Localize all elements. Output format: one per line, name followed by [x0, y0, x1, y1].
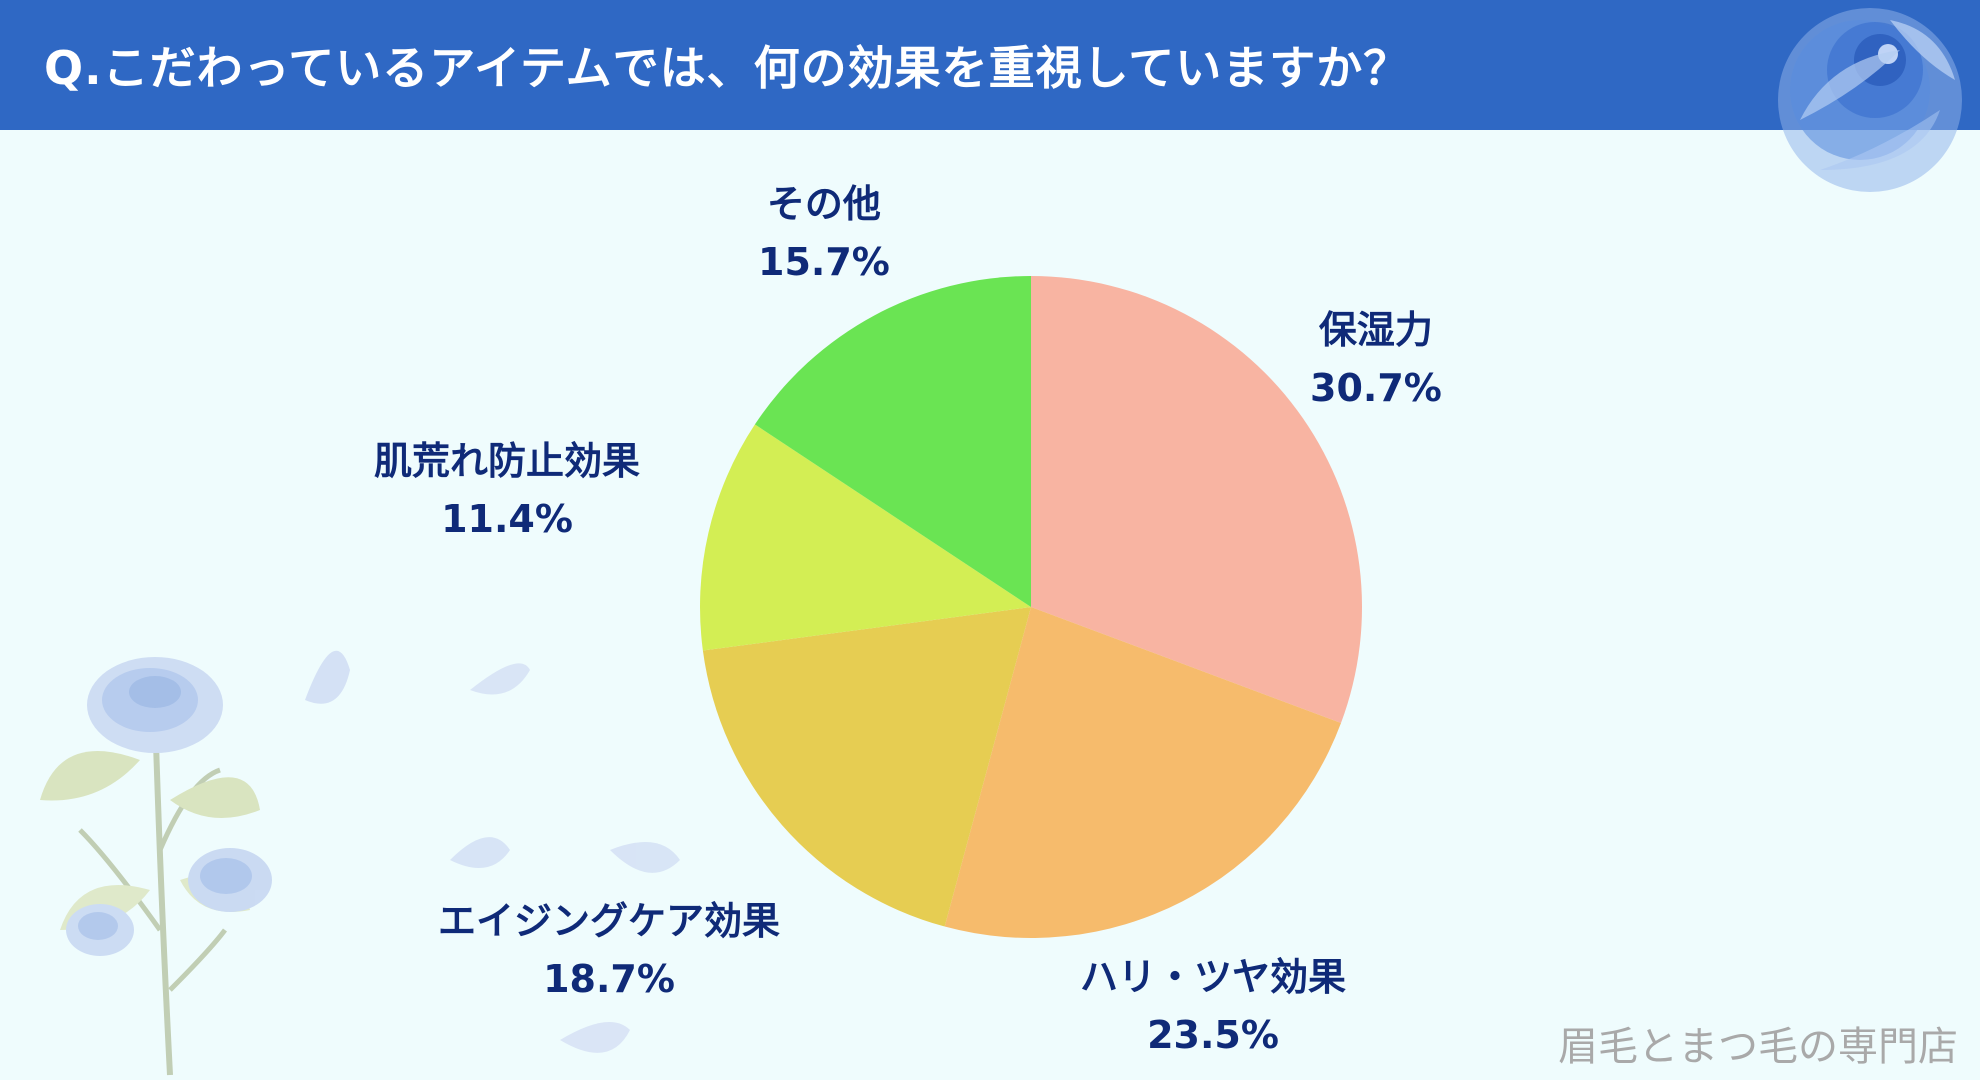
slice-label-hadaare: 肌荒れ防止効果 11.4% [374, 432, 640, 548]
slice-label-aging-care: エイジングケア効果 18.7% [438, 892, 780, 1008]
shop-watermark: 眉毛とまつ毛の専門店 [1558, 1024, 1958, 1070]
slice-label-value: 23.5% [1147, 1013, 1279, 1057]
pie-slices [700, 276, 1362, 938]
slice-label-name: エイジングケア効果 [438, 899, 781, 943]
slice-label-hoshitsu: 保湿力 30.7% [1310, 301, 1442, 417]
pie-slice-1 [944, 607, 1341, 938]
pie-slice-2 [702, 607, 1031, 927]
slice-label-sonota: その他 15.7% [758, 175, 890, 291]
slice-label-value: 11.4% [441, 497, 573, 541]
slice-label-name: 肌荒れ防止効果 [374, 439, 641, 483]
blue-rose-illustration [1778, 8, 1962, 192]
pie-slice-4 [754, 276, 1031, 607]
header-bar: Q.こだわっているアイテムでは、何の効果を重視していますか？ [0, 0, 1980, 130]
slice-label-name: ハリ・ツヤ効果 [1080, 955, 1347, 999]
slice-label-value: 30.7% [1310, 366, 1442, 410]
pie-slice-0 [1031, 276, 1362, 724]
slice-label-name: その他 [766, 182, 881, 226]
slice-label-value: 15.7% [758, 240, 890, 284]
page-title: Q.こだわっているアイテムでは、何の効果を重視していますか？ [44, 41, 1411, 95]
slice-label-value: 18.7% [543, 957, 675, 1001]
pie-slice-3 [700, 424, 1031, 651]
slice-label-hari-tsuya: ハリ・ツヤ効果 23.5% [1080, 948, 1346, 1064]
rose-stem-illustration [40, 650, 680, 1076]
slice-label-name: 保湿力 [1318, 308, 1433, 352]
